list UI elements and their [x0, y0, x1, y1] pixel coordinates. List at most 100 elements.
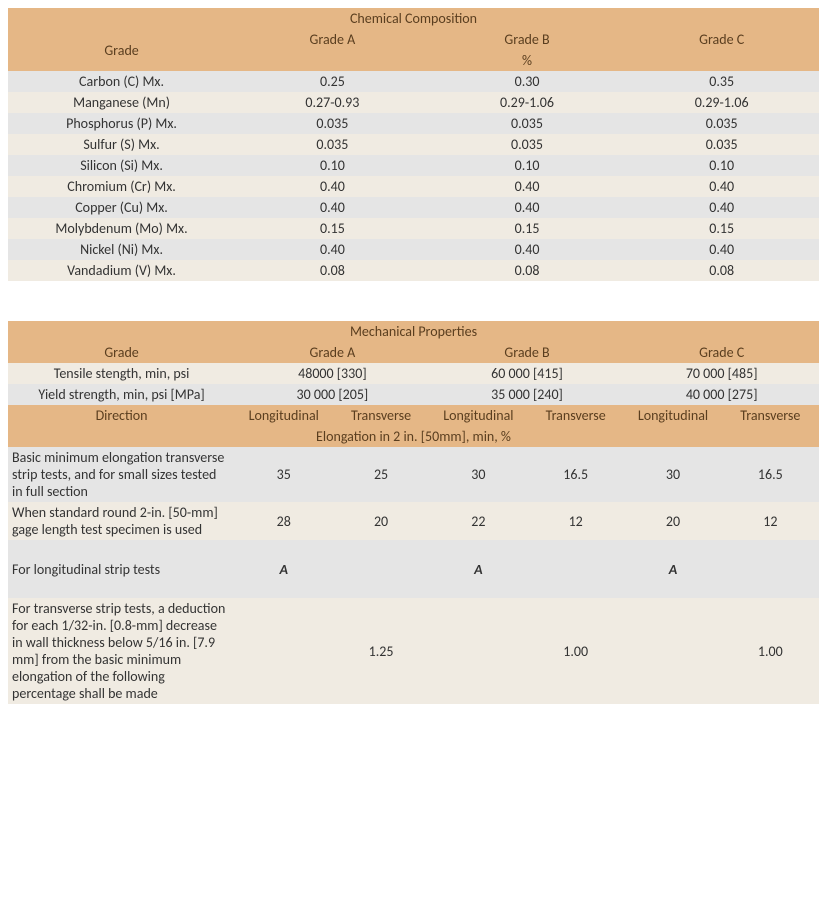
row-value: 20 — [624, 502, 721, 540]
row-value: 0.10 — [430, 155, 625, 176]
mech-grade-b: Grade B — [430, 342, 625, 363]
dir-1: Transverse — [332, 405, 429, 426]
table-row: When standard round 2-in. [50-mm] gage l… — [8, 502, 819, 540]
row-value: 28 — [235, 502, 332, 540]
row-value: 0.15 — [430, 218, 625, 239]
row-value — [624, 598, 721, 704]
row-value: A — [235, 540, 332, 598]
table-row: For transverse strip tests, a deduction … — [8, 598, 819, 704]
table-row: Sulfur (S) Mx.0.0350.0350.035 — [8, 134, 819, 155]
row-value: 0.25 — [235, 71, 430, 92]
row-label: Basic minimum elongation transverse stri… — [8, 447, 235, 502]
row-value: 0.40 — [624, 239, 819, 260]
row-value: 1.25 — [332, 598, 429, 704]
mech-yield-a: 30 000 [205] — [235, 384, 430, 405]
row-value: 0.40 — [430, 239, 625, 260]
table-row: Chromium (Cr) Mx.0.400.400.40 — [8, 176, 819, 197]
row-value: 1.00 — [527, 598, 624, 704]
mech-tensile-c: 70 000 [485] — [624, 363, 819, 384]
row-value — [235, 598, 332, 704]
chem-title: Chemical Composition — [8, 8, 819, 29]
row-value: 20 — [332, 502, 429, 540]
row-value: 16.5 — [527, 447, 624, 502]
row-label: Silicon (Si) Mx. — [8, 155, 235, 176]
row-value: 12 — [722, 502, 819, 540]
chem-grade-b: Grade B — [430, 29, 625, 50]
mech-tensile-b: 60 000 [415] — [430, 363, 625, 384]
mech-grade-c: Grade C — [624, 342, 819, 363]
mech-elong-title: Elongation in 2 in. [50mm], min, % — [8, 426, 819, 447]
row-value: 0.15 — [624, 218, 819, 239]
row-value: 0.10 — [624, 155, 819, 176]
row-value: 1.00 — [722, 598, 819, 704]
row-label: Copper (Cu) Mx. — [8, 197, 235, 218]
row-value — [430, 598, 527, 704]
row-value: 0.08 — [430, 260, 625, 281]
row-value: 0.40 — [430, 197, 625, 218]
row-value: 0.29-1.06 — [430, 92, 625, 113]
row-value: A — [430, 540, 527, 598]
mech-direction-label: Direction — [8, 405, 235, 426]
table-row: Manganese (Mn)0.27-0.930.29-1.060.29-1.0… — [8, 92, 819, 113]
table-row: Molybdenum (Mo) Mx.0.150.150.15 — [8, 218, 819, 239]
row-label: Nickel (Ni) Mx. — [8, 239, 235, 260]
mech-tensile-a: 48000 [330] — [235, 363, 430, 384]
row-value: 0.35 — [624, 71, 819, 92]
row-value: 0.08 — [235, 260, 430, 281]
row-value: 25 — [332, 447, 429, 502]
row-value: 16.5 — [722, 447, 819, 502]
row-label: For transverse strip tests, a deduction … — [8, 598, 235, 704]
mech-yield-label: Yield strength, min, psi [MPa] — [8, 384, 235, 405]
dir-3: Transverse — [527, 405, 624, 426]
row-value: 0.035 — [624, 134, 819, 155]
row-label: Sulfur (S) Mx. — [8, 134, 235, 155]
mech-grade-a: Grade A — [235, 342, 430, 363]
mech-grade-label: Grade — [8, 342, 235, 363]
dir-4: Longitudinal — [624, 405, 721, 426]
row-value: 0.035 — [430, 134, 625, 155]
row-label: Manganese (Mn) — [8, 92, 235, 113]
table-row: Copper (Cu) Mx.0.400.400.40 — [8, 197, 819, 218]
row-value: 0.40 — [235, 197, 430, 218]
chem-grade-label: Grade — [8, 29, 235, 71]
row-value: 30 — [430, 447, 527, 502]
row-value: 0.29-1.06 — [624, 92, 819, 113]
dir-0: Longitudinal — [235, 405, 332, 426]
row-value — [722, 540, 819, 598]
table-row: Phosphorus (P) Mx.0.0350.0350.035 — [8, 113, 819, 134]
row-value: 30 — [624, 447, 721, 502]
row-value: 0.10 — [235, 155, 430, 176]
table-row: Vandadium (V) Mx.0.080.080.08 — [8, 260, 819, 281]
chemical-composition-table: Chemical Composition Grade Grade A Grade… — [8, 8, 819, 281]
row-value: 0.035 — [624, 113, 819, 134]
row-value — [527, 540, 624, 598]
table-row: For longitudinal strip testsAAA — [8, 540, 819, 598]
chem-unit: % — [235, 50, 819, 71]
dir-5: Transverse — [722, 405, 819, 426]
row-value: 12 — [527, 502, 624, 540]
dir-2: Longitudinal — [430, 405, 527, 426]
row-value: 0.035 — [430, 113, 625, 134]
row-value: 0.40 — [624, 176, 819, 197]
row-label: Molybdenum (Mo) Mx. — [8, 218, 235, 239]
row-label: Chromium (Cr) Mx. — [8, 176, 235, 197]
row-label: Phosphorus (P) Mx. — [8, 113, 235, 134]
table-row: Basic minimum elongation transverse stri… — [8, 447, 819, 502]
chem-grade-a: Grade A — [235, 29, 430, 50]
row-value: 0.08 — [624, 260, 819, 281]
row-value: 0.40 — [430, 176, 625, 197]
row-label: Vandadium (V) Mx. — [8, 260, 235, 281]
table-row: Nickel (Ni) Mx.0.400.400.40 — [8, 239, 819, 260]
mech-title: Mechanical Properties — [8, 321, 819, 342]
row-label: Carbon (C) Mx. — [8, 71, 235, 92]
row-value: 0.035 — [235, 134, 430, 155]
row-value: 0.30 — [430, 71, 625, 92]
row-value: A — [624, 540, 721, 598]
row-label: For longitudinal strip tests — [8, 540, 235, 598]
row-value: 22 — [430, 502, 527, 540]
table-row: Carbon (C) Mx.0.250.300.35 — [8, 71, 819, 92]
row-label: When standard round 2-in. [50-mm] gage l… — [8, 502, 235, 540]
row-value — [332, 540, 429, 598]
mech-yield-c: 40 000 [275] — [624, 384, 819, 405]
row-value: 0.40 — [235, 176, 430, 197]
